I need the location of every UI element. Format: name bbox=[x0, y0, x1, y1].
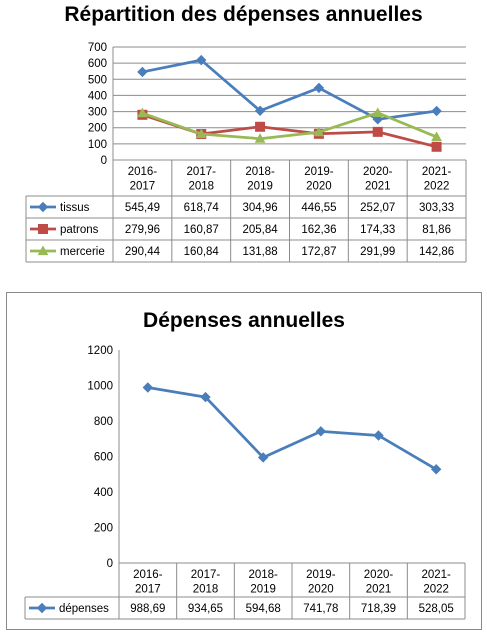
data-point-mercerie bbox=[137, 107, 148, 118]
x-tick-label: 2019-2020 bbox=[306, 569, 336, 596]
x-tick-label: 2021-2022 bbox=[421, 569, 451, 596]
table-value: 446,55 bbox=[301, 202, 336, 214]
data-point-mercerie bbox=[372, 107, 384, 117]
data-point-patrons bbox=[431, 141, 442, 152]
x-tick-label: 2020-2021 bbox=[364, 569, 394, 596]
table-value: 131,88 bbox=[242, 246, 277, 258]
legend-key-marker bbox=[36, 602, 48, 614]
legend-label: tissus bbox=[60, 202, 90, 214]
y-tick-label: 400 bbox=[88, 90, 107, 102]
data-point-tissus bbox=[313, 82, 325, 94]
x-tick-label: 2017-2018 bbox=[187, 166, 217, 193]
y-tick-label: 1000 bbox=[87, 381, 113, 393]
data-point-tissus bbox=[254, 105, 266, 116]
table-value: 160,87 bbox=[184, 224, 219, 236]
data-point-dépenses bbox=[200, 391, 211, 403]
table-value: 172,87 bbox=[301, 246, 336, 258]
table-value: 934,65 bbox=[188, 603, 223, 615]
legend-key-marker bbox=[38, 224, 48, 234]
y-tick-label: 800 bbox=[94, 416, 113, 428]
y-tick-label: 200 bbox=[88, 123, 107, 135]
data-point-patrons bbox=[372, 126, 383, 137]
table-value: 81,86 bbox=[422, 224, 451, 236]
x-tick-label: 2019-2020 bbox=[304, 166, 334, 193]
data-point-mercerie bbox=[313, 126, 325, 137]
series-line-mercerie bbox=[141, 111, 438, 141]
x-tick-label: 2017-2018 bbox=[191, 569, 221, 596]
table-value: 290,44 bbox=[125, 246, 161, 258]
y-tick-label: 1200 bbox=[87, 345, 113, 357]
data-point-tissus bbox=[372, 114, 383, 125]
y-tick-label: 0 bbox=[101, 155, 107, 167]
chart-panel-repartition: Répartition des dépenses annuelles 0 100 2… bbox=[0, 0, 487, 268]
x-tick-label: 2021-2022 bbox=[422, 166, 452, 193]
data-point-mercerie bbox=[195, 128, 207, 139]
x-tick-label: 2018-2019 bbox=[248, 569, 278, 596]
table-value: 303,33 bbox=[419, 202, 454, 214]
table-value: 142,86 bbox=[419, 246, 454, 258]
y-tick-label: 700 bbox=[88, 42, 107, 54]
legend-key-marker bbox=[37, 245, 49, 256]
data-point-dépenses bbox=[257, 452, 269, 463]
table-value: 304,96 bbox=[242, 202, 277, 214]
y-tick-label: 100 bbox=[88, 139, 107, 151]
table-value: 279,96 bbox=[125, 224, 160, 236]
y-tick-label: 600 bbox=[88, 58, 107, 70]
data-point-tissus bbox=[196, 54, 207, 66]
data-point-dépenses bbox=[430, 464, 442, 475]
table-value: 618,74 bbox=[184, 202, 220, 214]
chart-panel-depenses: Dépenses annuelles 0 200 400 600 800 1000 1200… bbox=[6, 292, 482, 630]
chart-repartition-svg: 0 100 200 300 400 500 600 700 2016-2017 2017-2018… bbox=[25, 42, 467, 263]
table-value: 160,84 bbox=[184, 246, 220, 258]
table-value: 252,07 bbox=[360, 202, 395, 214]
chart-title: Dépenses annuelles bbox=[143, 309, 345, 332]
legend-label: dépenses bbox=[59, 603, 109, 615]
y-tick-label: 200 bbox=[94, 523, 113, 535]
data-point-dépenses bbox=[373, 430, 384, 441]
y-tick-label: 0 bbox=[107, 558, 113, 570]
x-tick-label: 2016-2017 bbox=[133, 569, 163, 596]
chart-title: Répartition des dépenses annuelles bbox=[64, 3, 423, 26]
data-point-mercerie bbox=[254, 133, 266, 143]
table-value: 741,78 bbox=[303, 603, 338, 615]
legend-label: mercerie bbox=[60, 246, 105, 258]
y-tick-label: 600 bbox=[94, 452, 113, 464]
y-tick-label: 500 bbox=[88, 74, 107, 86]
data-point-mercerie bbox=[431, 131, 442, 142]
data-point-dépenses bbox=[315, 426, 327, 437]
data-point-patrons bbox=[255, 121, 266, 132]
x-tick-label: 2020-2021 bbox=[363, 166, 393, 193]
legend-key-marker bbox=[37, 201, 49, 213]
chart-depenses-svg: 0 200 400 600 800 1000 1200 2016-2017 2017-2018 2… bbox=[24, 345, 466, 620]
y-tick-label: 400 bbox=[94, 487, 113, 499]
table-value: 594,68 bbox=[246, 603, 281, 615]
table-value: 174,33 bbox=[360, 224, 395, 236]
table-value: 528,05 bbox=[419, 603, 454, 615]
data-point-dépenses bbox=[142, 382, 154, 393]
x-tick-label: 2018-2019 bbox=[245, 166, 275, 193]
data-point-tissus bbox=[431, 105, 442, 117]
table-value: 205,84 bbox=[242, 224, 278, 236]
table-value: 162,36 bbox=[301, 224, 336, 236]
data-point-tissus bbox=[137, 66, 148, 78]
table-value: 545,49 bbox=[125, 202, 160, 214]
legend-label: patrons bbox=[60, 224, 99, 236]
x-tick-label: 2016-2017 bbox=[128, 166, 158, 193]
table-value: 718,39 bbox=[361, 603, 396, 615]
y-tick-label: 300 bbox=[88, 107, 107, 119]
series-line-tissus bbox=[142, 58, 437, 121]
series-line-dépenses bbox=[147, 386, 437, 471]
table-value: 291,99 bbox=[360, 246, 395, 258]
table-value: 988,69 bbox=[130, 603, 165, 615]
